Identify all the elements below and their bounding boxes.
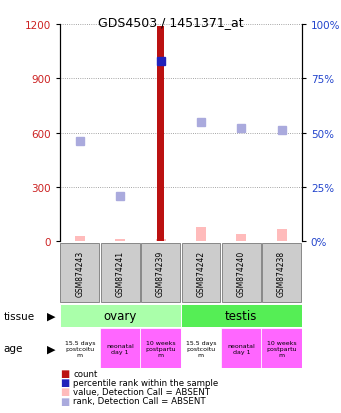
Text: testis: testis (225, 309, 257, 323)
Bar (181, 328, 221, 368)
Bar (60, 328, 100, 368)
Text: GSM874239: GSM874239 (156, 250, 165, 296)
Bar (115, 240, 125, 242)
Bar (181, 304, 302, 328)
Text: ▶: ▶ (47, 311, 55, 321)
Text: 10 weeks
postpartu
m: 10 weeks postpartu m (266, 340, 297, 357)
Bar (196, 227, 206, 242)
Text: ▶: ▶ (47, 343, 55, 354)
Text: GSM874242: GSM874242 (196, 250, 205, 296)
Text: GSM874243: GSM874243 (75, 250, 84, 296)
Text: 15.5 days
postcoitu
m: 15.5 days postcoitu m (186, 340, 216, 357)
Text: GDS4503 / 1451371_at: GDS4503 / 1451371_at (98, 16, 243, 28)
Bar (236, 235, 246, 242)
Text: percentile rank within the sample: percentile rank within the sample (73, 378, 219, 387)
Bar (101, 244, 139, 302)
Text: tissue: tissue (3, 311, 34, 321)
Text: ■: ■ (60, 387, 70, 396)
Bar (60, 244, 99, 302)
Bar (140, 328, 181, 368)
Bar (277, 229, 286, 242)
Text: ■: ■ (60, 396, 70, 406)
Text: ovary: ovary (104, 309, 137, 323)
Text: value, Detection Call = ABSENT: value, Detection Call = ABSENT (73, 387, 210, 396)
Bar (100, 328, 140, 368)
Text: count: count (73, 369, 98, 378)
Bar (222, 244, 261, 302)
Bar (60, 304, 181, 328)
Text: age: age (3, 343, 23, 354)
Text: ■: ■ (60, 368, 70, 378)
Text: 15.5 days
postcoitu
m: 15.5 days postcoitu m (64, 340, 95, 357)
Text: neonatal
day 1: neonatal day 1 (106, 343, 134, 354)
Bar (141, 244, 180, 302)
Text: GSM874241: GSM874241 (116, 250, 125, 296)
Text: GSM874238: GSM874238 (277, 250, 286, 296)
Bar (262, 328, 302, 368)
Text: ■: ■ (60, 377, 70, 387)
Text: neonatal
day 1: neonatal day 1 (227, 343, 255, 354)
Bar (155, 240, 165, 242)
Text: GSM874240: GSM874240 (237, 250, 246, 296)
Bar (75, 236, 85, 242)
Bar (157, 26, 164, 242)
Bar (262, 244, 301, 302)
Text: 10 weeks
postpartu
m: 10 weeks postpartu m (145, 340, 176, 357)
Bar (221, 328, 262, 368)
Bar (181, 244, 220, 302)
Text: rank, Detection Call = ABSENT: rank, Detection Call = ABSENT (73, 396, 206, 405)
